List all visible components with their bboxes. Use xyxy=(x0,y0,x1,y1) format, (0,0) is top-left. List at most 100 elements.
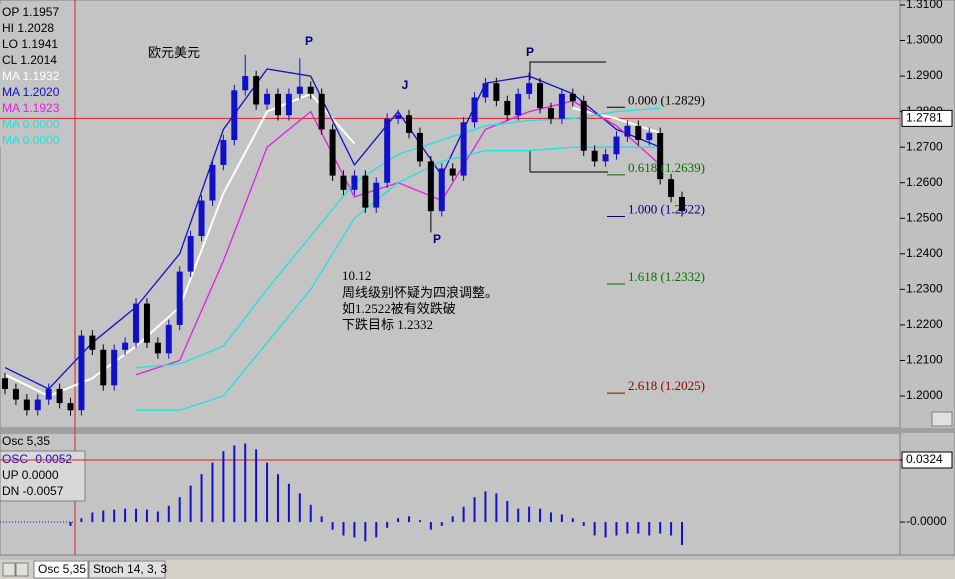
osc-bar xyxy=(91,512,94,523)
ma-line xyxy=(4,68,661,390)
candle-body xyxy=(209,164,216,201)
candle-body xyxy=(143,303,150,343)
osc-info: OSC -0.0052 xyxy=(2,452,72,466)
osc-bar xyxy=(266,462,269,523)
osc-bar xyxy=(659,522,662,534)
candle-body xyxy=(242,76,249,91)
candle-body xyxy=(580,100,587,151)
wave-label: P xyxy=(526,45,534,59)
candle-body xyxy=(34,399,41,411)
candle-body xyxy=(624,125,631,137)
osc-bar xyxy=(375,522,378,538)
legend-entry: MA 1.1932 xyxy=(2,69,60,83)
candle-body xyxy=(679,196,685,212)
candle-body xyxy=(45,388,52,400)
tab[interactable] xyxy=(88,560,166,579)
osc-info: UP 0.0000 xyxy=(2,468,59,482)
candle-body xyxy=(220,140,227,165)
osc-bar xyxy=(233,445,236,523)
candle-body xyxy=(340,175,347,190)
y-tick-label: 1.2600 xyxy=(906,175,943,189)
legend-entry: MA 1.1923 xyxy=(2,101,60,115)
candle-body xyxy=(416,132,423,162)
osc-bar xyxy=(582,522,585,526)
trend-line xyxy=(529,61,606,80)
osc-bar xyxy=(222,451,225,523)
candle-body xyxy=(2,378,8,389)
candle-body xyxy=(78,335,85,411)
y-tick-label: 1.2100 xyxy=(906,353,943,367)
osc-bar xyxy=(244,443,247,523)
candle-body xyxy=(613,136,620,155)
candle-body xyxy=(449,168,456,176)
ma-line xyxy=(136,146,661,411)
fib-label: 2.618 (1.2025) xyxy=(628,378,705,393)
osc-bar xyxy=(287,483,290,523)
fib-label: 0.618 (1.2639) xyxy=(628,160,705,175)
osc-bar xyxy=(211,462,214,523)
annotation: 周线级别怀疑为四浪调整。 xyxy=(342,285,498,300)
candle-body xyxy=(460,122,467,176)
candle-body xyxy=(12,388,19,400)
info-text: LO 1.1941 xyxy=(2,37,58,51)
ma-line xyxy=(135,107,661,369)
candle-body xyxy=(537,83,544,109)
candle-body xyxy=(427,161,434,212)
osc-bar xyxy=(626,522,629,534)
y-tick-label: 1.2900 xyxy=(906,68,943,82)
candle-body xyxy=(318,93,325,130)
osc-bar xyxy=(473,497,476,523)
candle-body xyxy=(133,303,140,343)
chart-title: 欧元美元 xyxy=(148,45,200,60)
info-text: HI 1.2028 xyxy=(2,21,54,35)
osc-bar xyxy=(353,522,356,538)
osc-bar xyxy=(484,491,487,523)
osc-bar xyxy=(593,522,596,536)
osc-bar xyxy=(539,508,542,523)
osc-bar xyxy=(255,449,258,523)
candle-body xyxy=(471,97,478,123)
scroll-right[interactable] xyxy=(15,562,29,577)
osc-bar xyxy=(517,508,520,523)
candle-body xyxy=(438,168,445,212)
osc-bar xyxy=(408,516,411,523)
price-panel xyxy=(0,0,901,429)
candle-body xyxy=(56,388,63,404)
osc-bar xyxy=(506,500,509,523)
candle-body xyxy=(406,115,413,133)
wave-label: P xyxy=(305,34,313,48)
candle-body xyxy=(482,83,489,98)
osc-bar xyxy=(113,509,116,523)
candle-body xyxy=(657,132,664,180)
y-tick-label: 0.0324 xyxy=(906,452,943,466)
candle-body xyxy=(591,150,598,162)
osc-bar xyxy=(397,518,400,523)
tab-label[interactable]: Osc 5,35 xyxy=(38,562,86,576)
osc-bar xyxy=(102,510,105,523)
candle-body xyxy=(558,93,565,119)
candle-body xyxy=(635,125,642,141)
tab-label[interactable]: Stoch 14, 3, 3 xyxy=(93,562,167,576)
osc-bar xyxy=(331,522,334,530)
tab[interactable] xyxy=(33,560,89,579)
osc-bar xyxy=(364,522,367,542)
scale-button[interactable] xyxy=(931,411,953,427)
candle-body xyxy=(296,86,303,94)
y-tick-label: -0.0000 xyxy=(906,514,947,528)
wave-label: J xyxy=(402,78,409,92)
osc-bar xyxy=(124,508,127,523)
info-text: CL 1.2014 xyxy=(2,53,57,67)
candle-body xyxy=(395,115,402,119)
osc-bar xyxy=(200,474,203,523)
osc-value-box xyxy=(901,451,953,469)
osc-bar xyxy=(145,509,148,523)
y-tick-label: 1.3100 xyxy=(906,0,943,11)
candle-body xyxy=(362,175,369,208)
scroll-left[interactable] xyxy=(2,562,16,577)
candle-body xyxy=(384,118,391,183)
osc-bar xyxy=(156,511,159,523)
candle-body xyxy=(231,90,238,141)
last-price-label: 1.2781 xyxy=(906,111,943,125)
osc-bar xyxy=(604,522,607,538)
annotation: 10.12 xyxy=(342,268,371,283)
